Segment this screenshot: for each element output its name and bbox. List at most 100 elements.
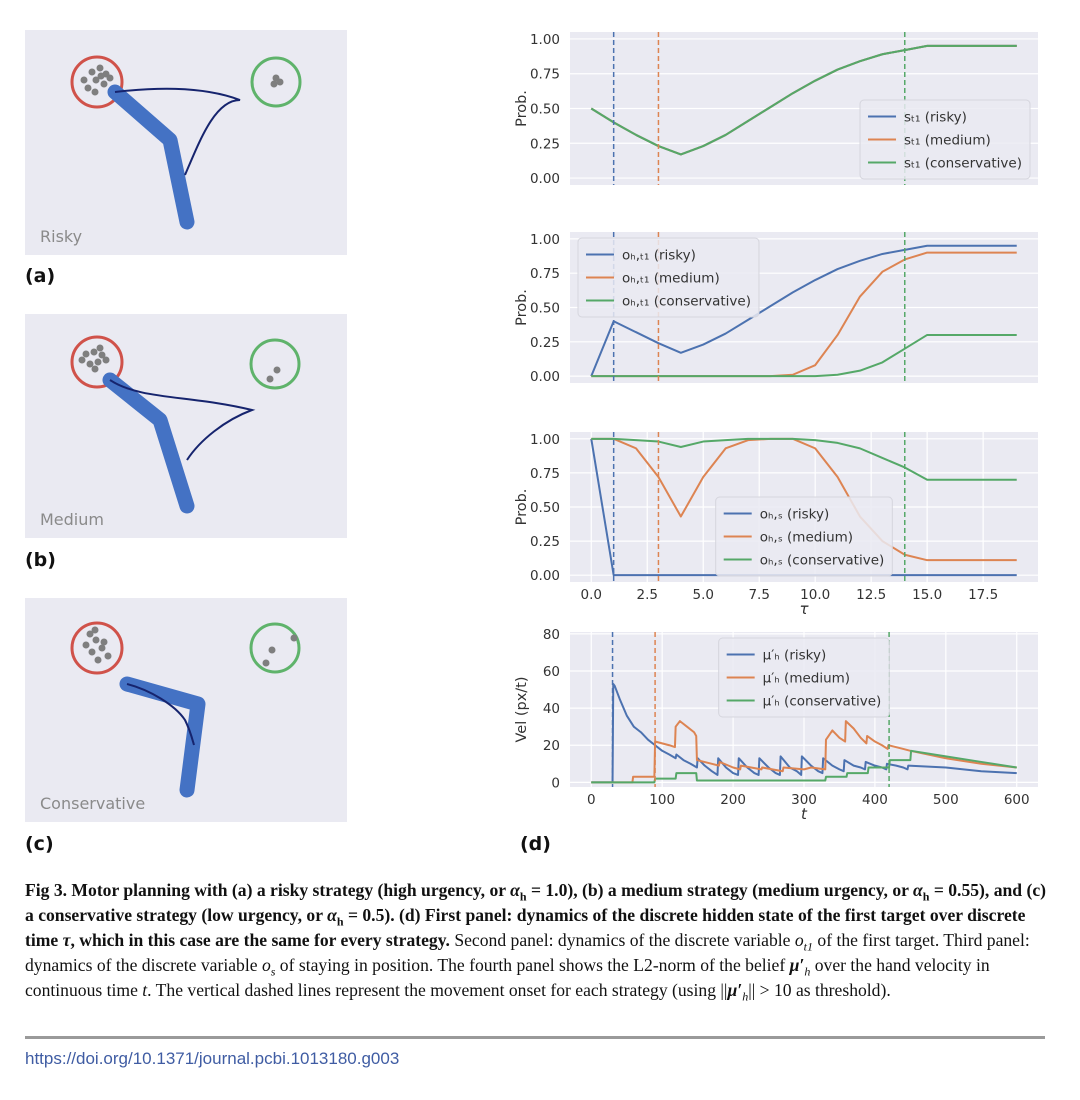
green-target [249,622,301,674]
caption-text: over the hand velocity in continuous tim… [25,955,990,1000]
samples [78,344,281,383]
y-tick-label: 40 [543,701,560,717]
legend-label: oₕ,ₛ (conservative) [760,553,885,569]
caption-text: of staying in position. The fourth panel… [275,955,790,975]
panel-label: Medium [40,510,104,529]
figure: Risky (a) Medium (b) Conservative (c) (d… [25,30,1038,855]
legend-box [859,99,1031,180]
hand-path [102,372,195,514]
series-line [591,749,1017,784]
x-tick-label: 100 [649,792,675,808]
series-line [591,720,1017,784]
legend-box [577,237,760,318]
caption-sub: h [336,914,344,929]
caption-text: = 0.55), and (c) a conservative strategy… [25,880,1046,925]
caption-text: Fig 3. Motor planning with (a) a risky s… [25,880,511,900]
x-tick-label: 5.0 [692,587,713,603]
belief-path [114,87,241,176]
legend: oₕ,ₛ (risky) oₕ,ₛ (medium) oₕ,ₛ (conservat… [715,496,893,577]
x-tick-label: 15.0 [912,587,942,603]
doi-link[interactable]: https://doi.org/10.1371/journal.pcbi.101… [25,1049,400,1068]
y-tick-label: 0.25 [530,136,560,152]
legend-label: oₕ,ₜ₁ (risky) [622,248,696,264]
legend-label: oₕ,ₛ (risky) [760,507,830,523]
legend-label: μ′ₕ (medium) [763,671,850,687]
panel-tag: (b) [25,549,56,571]
y-tick-label: 0.75 [530,466,560,482]
y-tick-label: 1.00 [530,232,560,248]
caption-sub: h [804,964,811,979]
samples [80,64,284,96]
x-tick-label: 7.5 [748,587,769,603]
caption-sub: h [519,889,527,904]
belief-path [109,379,256,461]
legend-label: μ′ₕ (risky) [763,648,827,664]
panel-tag: (a) [25,265,55,287]
y-axis-label: Prob. [514,489,530,526]
x-tick-label: 0.0 [581,587,602,603]
legend-label: sₜ₁ (medium) [904,133,991,149]
x-axis-label: t [801,805,808,823]
y-tick-label: 0.75 [530,266,560,282]
y-axis-label: Vel (px/t) [514,676,530,742]
caption-sub: t1 [803,939,813,954]
caption-text: || > 10 as threshold). [748,980,891,1000]
hand-path [119,676,206,798]
y-tick-label: 0.00 [530,171,560,187]
y-tick-label: 1.00 [530,32,560,48]
series-line [591,682,1017,784]
belief-path [126,683,195,746]
panel-a: Risky (a) [25,30,347,287]
caption-math: α [510,880,520,900]
series-line [591,437,1017,562]
legend-box [715,496,893,577]
y-tick-label: 0.00 [530,369,560,385]
samples [82,626,298,667]
x-axis-label: τ [799,600,809,618]
x-tick-label: 200 [720,792,746,808]
x-tick-label: 300 [791,792,817,808]
legend-label: oₕ,ₛ (medium) [760,530,853,546]
green-target [250,56,302,108]
legend-label: oₕ,ₜ₁ (conservative) [622,294,751,310]
green-target [249,338,301,390]
caption-sub: s [270,964,276,979]
y-tick-label: 0.75 [530,67,560,83]
series-line [591,333,1017,378]
legend-box [718,637,890,718]
red-target [70,335,124,389]
panel-tag: (c) [25,833,54,855]
caption-text: of the first target. Third panel: dynami… [25,930,1030,975]
legend-label: sₜ₁ (risky) [904,110,967,126]
caption-math: τ [62,930,71,950]
y-axis-label: Prob. [514,289,530,326]
panel-c: Conservative (c) [25,598,347,855]
caption-math: μ′ [789,955,805,975]
legend-label: sₜ₁ (conservative) [904,156,1022,172]
y-tick-label: 0 [551,775,560,791]
caption-text: Second panel: dynamics of the discrete v… [449,930,795,950]
x-tick-label: 17.5 [968,587,998,603]
legend-label: oₕ,ₜ₁ (medium) [622,271,720,287]
caption-text: , which in this case are the same for ev… [70,930,450,950]
hand-path [107,84,195,230]
series-line [591,437,1017,481]
y-tick-label: 0.00 [530,568,560,584]
series-line [590,44,1017,156]
legend: oₕ,ₜ₁ (risky) oₕ,ₜ₁ (medium) oₕ,ₜ₁ (conser… [577,237,760,318]
rule [25,1036,1045,1039]
y-axis-label: Prob. [514,90,530,127]
caption-math: t [142,980,148,1000]
y-tick-label: 60 [543,664,560,680]
x-tick-label: 10.0 [800,587,830,603]
x-tick-label: 400 [862,792,888,808]
y-tick-label: 0.50 [530,301,560,317]
panel-b: Medium (b) [25,314,347,571]
y-tick-label: 1.00 [530,432,560,448]
x-tick-label: 500 [933,792,959,808]
x-tick-label: 2.5 [637,587,658,603]
y-tick-label: 0.50 [530,102,560,118]
caption-math: α [913,880,923,900]
caption-math: o [794,930,804,950]
